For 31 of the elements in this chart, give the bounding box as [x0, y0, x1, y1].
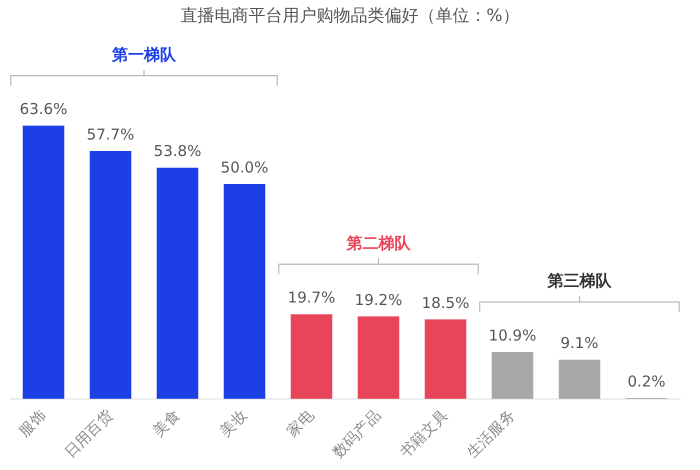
x-tick-label: 书籍文具 [396, 406, 452, 462]
bar [558, 360, 600, 399]
data-label: 50.0% [220, 158, 268, 176]
data-label: 0.2% [627, 372, 666, 390]
annotation: 第二梯队 [346, 233, 412, 252]
bar [156, 168, 198, 399]
text: 第一梯队 [111, 44, 177, 64]
data-label: 57.7% [86, 125, 134, 144]
x-tick-label: 美食 [150, 406, 184, 440]
x-tick-label: 数码产品 [330, 406, 384, 462]
data-label: 9.1% [560, 334, 599, 352]
data-label: 53.8% [154, 142, 202, 160]
bar [358, 316, 400, 399]
bar [290, 314, 332, 399]
bar [424, 319, 466, 399]
data-label: 10.9% [488, 326, 536, 344]
x-tick-label: 美妆 [217, 406, 250, 440]
bar [224, 184, 266, 399]
bar [22, 126, 64, 399]
data-label: 18.5% [422, 294, 470, 312]
x-tick-label: 家电 [284, 406, 318, 440]
bar [492, 352, 534, 399]
data-label: 19.2% [354, 290, 402, 309]
x-tick-label: 服饰 [16, 406, 50, 440]
chart-title: 直播电商平台用户购物品类偏好（单位：%） [179, 5, 521, 28]
x-tick-label: 日用百货 [62, 406, 116, 462]
data-label: 63.6% [20, 100, 68, 118]
x-tick-label: 生活服务 [464, 406, 518, 462]
bar [90, 150, 132, 399]
annotation: 第三梯队 [546, 271, 612, 290]
data-label: 19.7% [288, 288, 336, 307]
